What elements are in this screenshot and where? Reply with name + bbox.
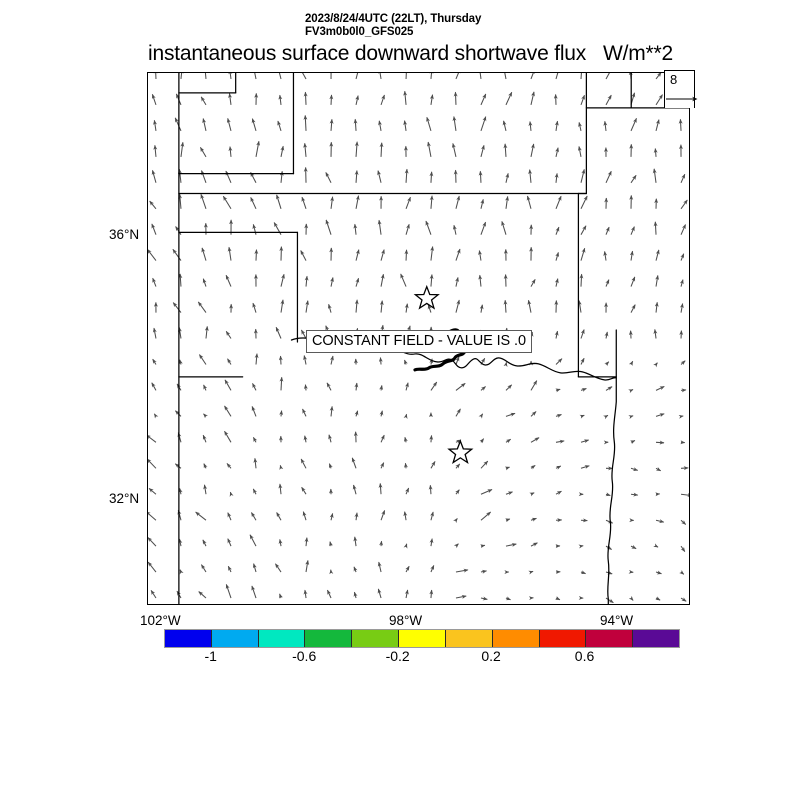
units-label: W/m**2 — [603, 42, 673, 65]
colorbar-segment-9 — [586, 630, 634, 647]
header-datetime: 2023/8/24/4UTC (22LT), Thursday — [305, 13, 482, 25]
colorbar[interactable] — [164, 629, 680, 648]
colorbar-segment-5 — [399, 630, 446, 647]
star-icon-south — [447, 439, 474, 465]
colorbar-segment-8 — [539, 630, 587, 647]
page-title: instantaneous surface downward shortwave… — [148, 42, 587, 65]
wind-vector-field — [148, 73, 689, 604]
lat-tick-36n: 36°N — [109, 227, 140, 242]
lat-tick-32n: 32°N — [109, 491, 140, 506]
colorbar-tick-4: 0.6 — [574, 648, 595, 664]
colorbar-tick-3: 0.2 — [481, 648, 501, 664]
colorbar-tick-2: -0.2 — [385, 648, 410, 664]
colorbar-segment-3 — [305, 630, 353, 647]
constant-field-annotation: CONSTANT FIELD - VALUE IS .0 — [306, 330, 532, 353]
colorbar-segment-1 — [211, 630, 259, 647]
lon-tick-102w: 102°W — [140, 613, 181, 628]
colorbar-segment-10 — [633, 630, 679, 647]
header-model-id: FV3m0b0l0_GFS025 — [305, 26, 414, 38]
map-plot-area[interactable] — [147, 72, 690, 605]
colorbar-segment-2 — [258, 630, 306, 647]
vector-key-value: 8 — [670, 72, 678, 87]
colorbar-segment-0 — [165, 630, 212, 647]
reference-vector-arrow-icon — [666, 96, 698, 102]
vector-key-box — [664, 70, 695, 108]
lon-tick-98w: 98°W — [389, 613, 423, 628]
colorbar-segment-6 — [445, 630, 493, 647]
star-icon-north — [413, 284, 440, 310]
colorbar-segment-4 — [352, 630, 400, 647]
colorbar-tick-1: -0.6 — [292, 648, 317, 664]
station-markers — [413, 284, 474, 465]
colorbar-segment-7 — [492, 630, 540, 647]
lon-tick-94w: 94°W — [600, 613, 634, 628]
colorbar-tick-0: -1 — [204, 648, 217, 664]
